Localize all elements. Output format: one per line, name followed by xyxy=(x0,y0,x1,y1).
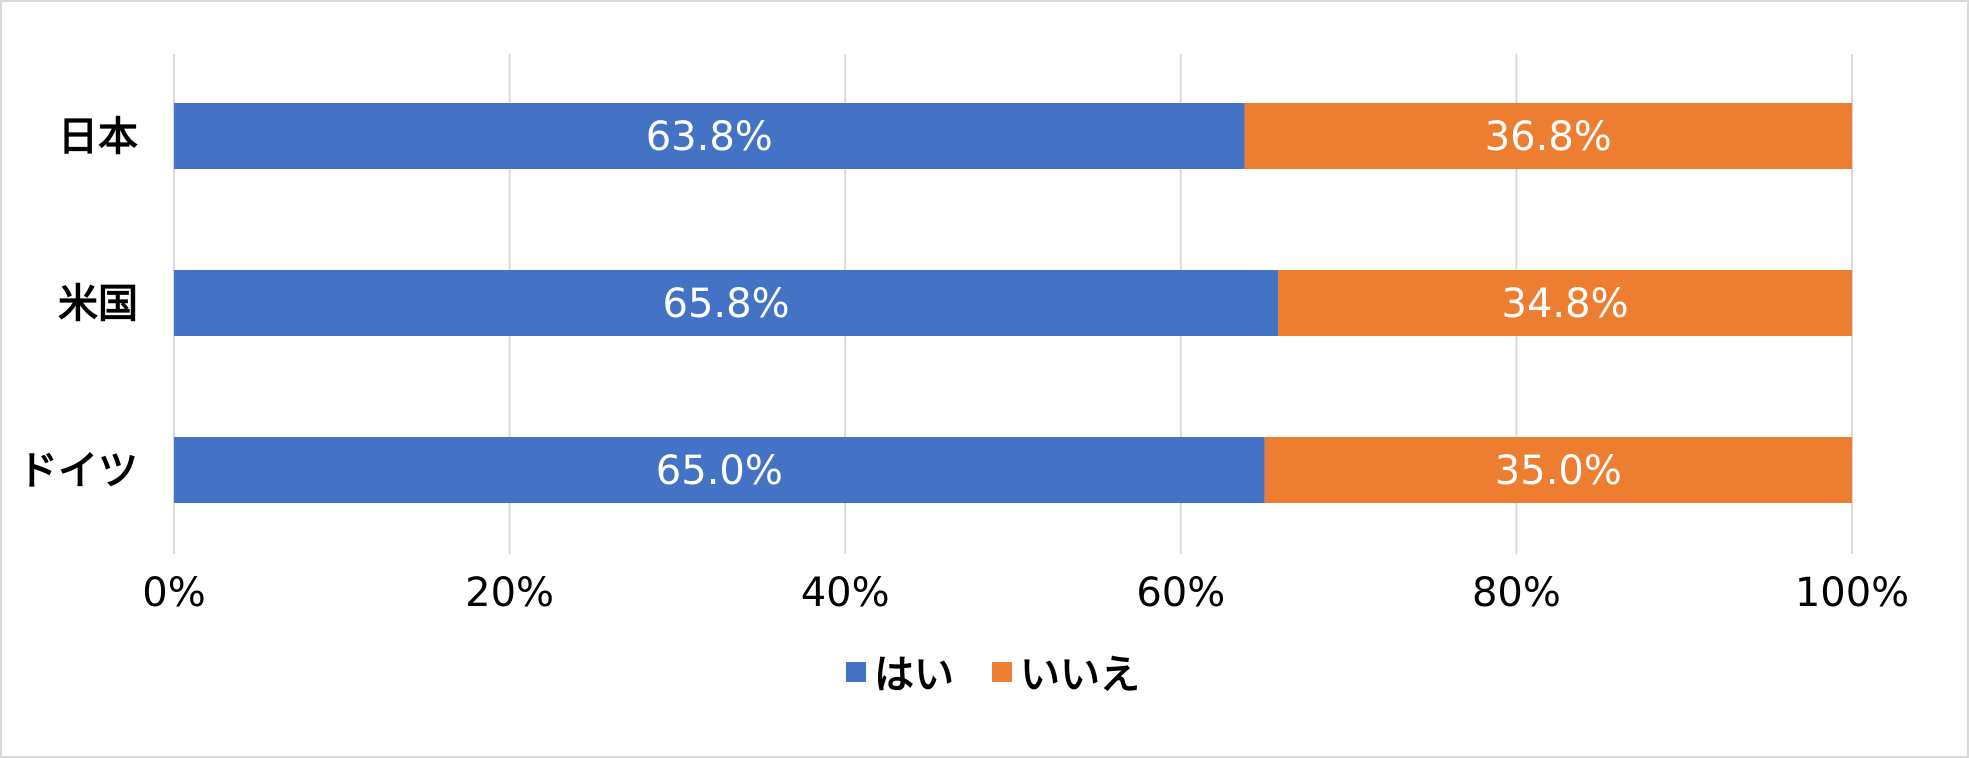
legend-label-0: はい xyxy=(874,652,954,698)
bar-1-2 xyxy=(1264,437,1852,503)
data-label-0-1: 65.8% xyxy=(663,281,790,327)
legend-key-0 xyxy=(846,662,866,682)
x-tick-label-5: 100% xyxy=(1795,570,1909,616)
x-axis-tick-labels: 0% 20% 40% 60% 80% 100% xyxy=(142,570,1909,616)
category-label-1: 米国 xyxy=(58,281,138,327)
data-label-0-2: 65.0% xyxy=(656,448,783,494)
x-tick-label-2: 40% xyxy=(801,570,890,616)
legend-key-1 xyxy=(992,662,1012,682)
category-label-2: ドイツ xyxy=(18,448,138,494)
data-label-0-0: 63.8% xyxy=(646,114,773,160)
legend: はい いいえ xyxy=(846,652,1140,698)
data-label-1-0: 36.8% xyxy=(1485,114,1612,160)
x-tick-label-3: 60% xyxy=(1136,570,1225,616)
data-label-1-2: 35.0% xyxy=(1495,448,1622,494)
bar-0-1 xyxy=(174,270,1279,336)
legend-label-1: いいえ xyxy=(1020,652,1140,698)
category-label-0: 日本 xyxy=(58,114,138,160)
bar-1-0 xyxy=(1244,103,1852,169)
bar-0-2 xyxy=(174,437,1265,503)
x-tick-label-0: 0% xyxy=(142,570,205,616)
x-tick-label-1: 20% xyxy=(465,570,554,616)
bar-0-0 xyxy=(174,103,1245,169)
bar-1-1 xyxy=(1278,270,1852,336)
x-tick-label-4: 80% xyxy=(1472,570,1561,616)
data-labels: 63.8% 36.8% 65.8% 34.8% 65.0% 35.0% xyxy=(646,114,1629,494)
bars xyxy=(174,103,1852,503)
data-label-1-1: 34.8% xyxy=(1502,281,1629,327)
